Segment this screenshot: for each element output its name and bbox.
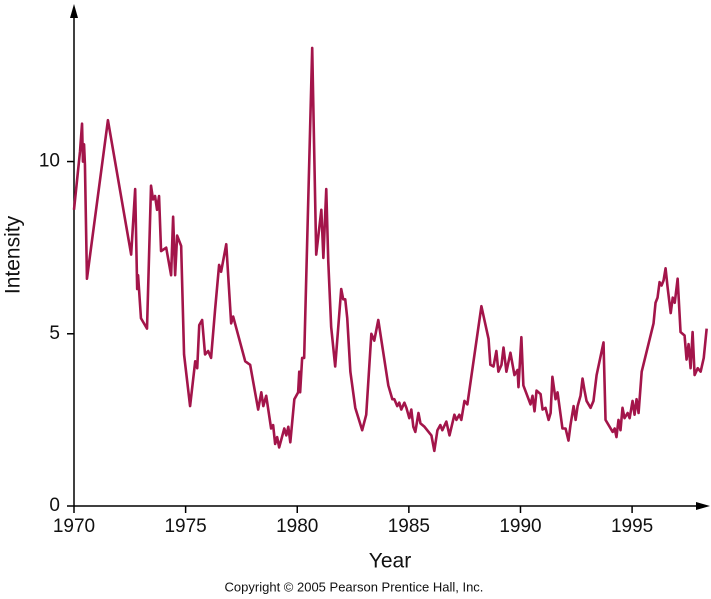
x-axis-arrow [696,502,710,510]
x-tick-label: 1975 [164,516,206,537]
y-tick-label: 10 [39,151,60,172]
y-axis-title: Intensity [2,215,25,294]
x-tick-label: 1985 [388,516,430,537]
x-tick-label: 1995 [611,516,653,537]
y-tick-label: 0 [49,495,60,516]
copyright: Copyright © 2005 Pearson Prentice Hall, … [225,579,484,594]
x-tick-label: 1980 [276,516,318,537]
data-line [72,46,708,453]
y-axis-arrow [70,4,78,18]
x-tick-label: 1970 [53,516,95,537]
x-tick-label: 1990 [499,516,541,537]
x-axis-title: Year [369,550,411,573]
y-tick-label: 5 [49,323,60,344]
